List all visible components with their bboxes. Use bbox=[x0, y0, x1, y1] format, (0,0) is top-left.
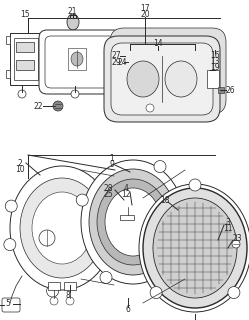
Ellipse shape bbox=[66, 297, 74, 305]
Ellipse shape bbox=[154, 161, 166, 172]
Text: 15: 15 bbox=[20, 10, 30, 19]
Ellipse shape bbox=[97, 179, 169, 265]
Text: 14: 14 bbox=[153, 38, 163, 47]
Ellipse shape bbox=[165, 61, 197, 97]
Bar bbox=[16, 42, 34, 52]
Text: 11: 11 bbox=[223, 223, 233, 233]
Ellipse shape bbox=[47, 285, 59, 297]
Text: 23: 23 bbox=[232, 234, 242, 243]
FancyBboxPatch shape bbox=[110, 28, 226, 114]
Ellipse shape bbox=[107, 200, 119, 212]
Ellipse shape bbox=[143, 188, 247, 308]
FancyBboxPatch shape bbox=[111, 43, 213, 115]
Ellipse shape bbox=[10, 166, 114, 290]
Text: 25: 25 bbox=[103, 189, 113, 198]
Ellipse shape bbox=[18, 90, 26, 98]
Bar bbox=[16, 60, 34, 70]
Ellipse shape bbox=[76, 194, 88, 206]
Text: 26: 26 bbox=[225, 85, 235, 94]
Bar bbox=[218, 87, 224, 93]
Text: 19: 19 bbox=[210, 62, 220, 71]
Ellipse shape bbox=[81, 160, 185, 284]
Bar bbox=[207, 70, 219, 88]
Bar bbox=[6, 70, 10, 78]
Ellipse shape bbox=[107, 244, 119, 256]
Ellipse shape bbox=[39, 230, 55, 246]
Ellipse shape bbox=[50, 297, 58, 305]
Text: 20: 20 bbox=[140, 10, 150, 19]
Bar bbox=[64, 282, 76, 290]
Ellipse shape bbox=[127, 61, 159, 97]
Ellipse shape bbox=[232, 240, 240, 248]
Bar bbox=[6, 36, 10, 44]
Text: 12: 12 bbox=[121, 189, 131, 198]
Bar bbox=[120, 215, 134, 220]
Text: 13: 13 bbox=[210, 57, 220, 66]
Ellipse shape bbox=[5, 200, 17, 212]
Text: 18: 18 bbox=[160, 196, 170, 204]
Ellipse shape bbox=[153, 198, 237, 298]
Bar bbox=[68, 48, 86, 70]
Text: 24: 24 bbox=[117, 58, 127, 67]
Text: 3: 3 bbox=[226, 218, 230, 227]
Text: 5: 5 bbox=[5, 300, 10, 308]
Ellipse shape bbox=[67, 14, 79, 30]
Bar bbox=[48, 282, 60, 290]
Ellipse shape bbox=[32, 192, 92, 264]
Text: 22: 22 bbox=[33, 101, 43, 110]
Text: 27: 27 bbox=[111, 51, 121, 60]
Ellipse shape bbox=[53, 101, 63, 111]
Ellipse shape bbox=[105, 188, 161, 256]
Ellipse shape bbox=[189, 179, 201, 191]
Text: 6: 6 bbox=[125, 306, 130, 315]
Ellipse shape bbox=[139, 184, 249, 312]
Ellipse shape bbox=[174, 248, 186, 260]
FancyBboxPatch shape bbox=[39, 30, 121, 94]
Text: 28: 28 bbox=[103, 183, 113, 193]
Ellipse shape bbox=[4, 239, 16, 251]
FancyBboxPatch shape bbox=[104, 36, 220, 122]
Bar bbox=[10, 33, 42, 85]
Ellipse shape bbox=[100, 271, 112, 284]
Ellipse shape bbox=[228, 286, 240, 299]
Text: 4: 4 bbox=[124, 183, 128, 193]
Ellipse shape bbox=[150, 286, 162, 299]
Text: 8: 8 bbox=[66, 291, 70, 300]
Text: 17: 17 bbox=[140, 4, 150, 12]
Ellipse shape bbox=[20, 178, 104, 278]
Text: 29: 29 bbox=[111, 58, 121, 67]
Bar bbox=[14, 38, 38, 80]
Ellipse shape bbox=[71, 52, 83, 66]
Text: 10: 10 bbox=[15, 164, 25, 173]
Text: 2: 2 bbox=[18, 158, 22, 167]
FancyBboxPatch shape bbox=[2, 298, 20, 312]
Text: 16: 16 bbox=[210, 51, 220, 60]
Text: 1: 1 bbox=[110, 154, 114, 163]
Ellipse shape bbox=[71, 90, 79, 98]
Text: 9: 9 bbox=[110, 159, 115, 169]
Ellipse shape bbox=[89, 169, 177, 275]
Text: 21: 21 bbox=[67, 6, 77, 15]
FancyBboxPatch shape bbox=[45, 36, 115, 88]
Ellipse shape bbox=[146, 104, 154, 112]
